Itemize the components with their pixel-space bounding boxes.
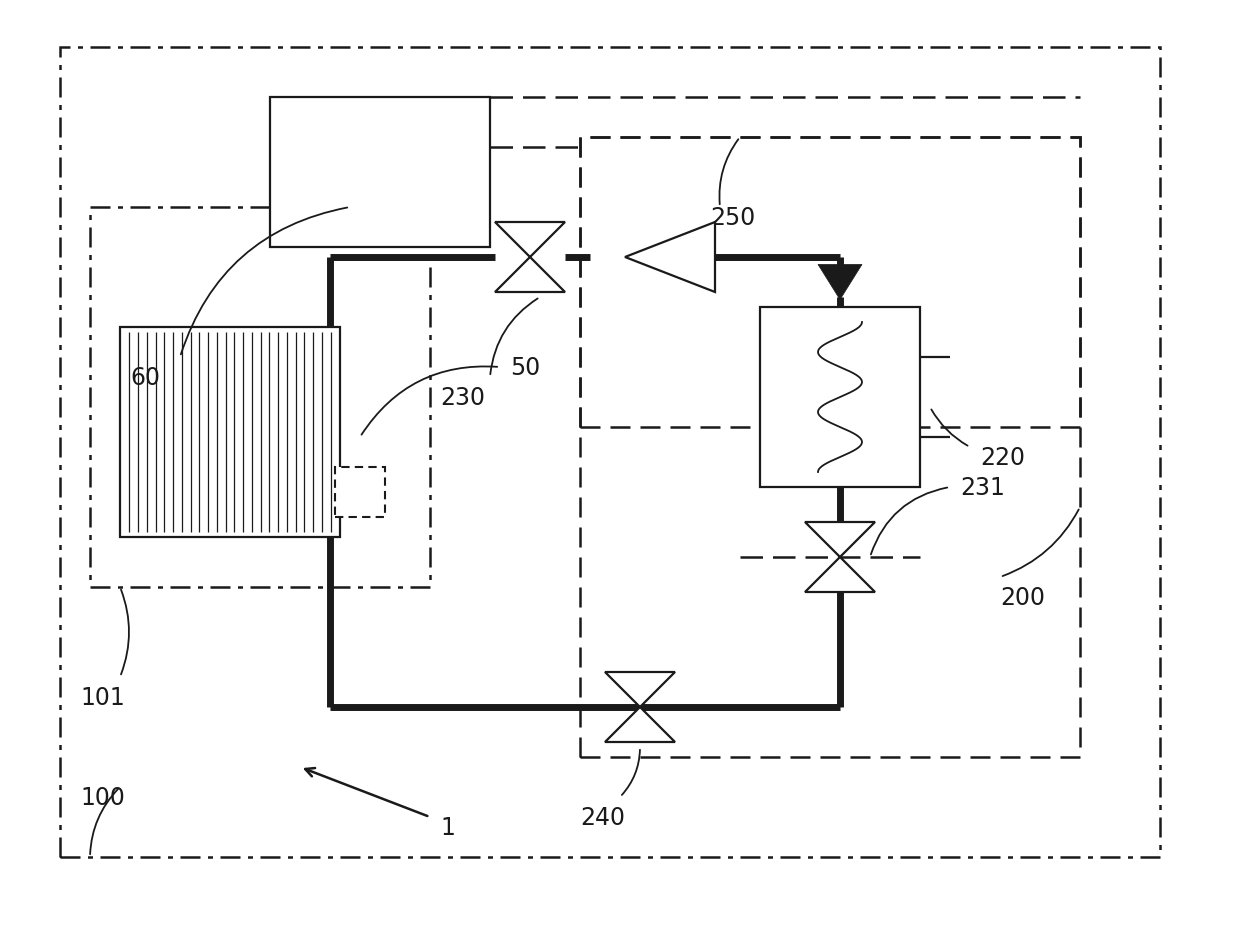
Text: 230: 230 [440,386,485,410]
Polygon shape [605,707,675,743]
Text: 50: 50 [510,356,541,379]
Bar [120,327,340,538]
Text: 1: 1 [440,815,455,839]
Polygon shape [495,258,565,293]
Polygon shape [805,557,875,592]
Bar [60,48,1159,857]
Text: 220: 220 [980,446,1025,469]
Text: 60: 60 [130,365,160,389]
Text: 231: 231 [960,476,1004,500]
Bar [91,208,430,588]
Polygon shape [805,523,875,557]
Bar [580,138,1080,757]
Text: 240: 240 [580,806,625,829]
Polygon shape [625,222,715,293]
Bar [335,467,384,517]
Polygon shape [605,672,675,707]
Polygon shape [818,265,862,300]
Text: 200: 200 [999,585,1045,609]
Bar [580,138,1080,427]
Text: 101: 101 [81,685,125,709]
Polygon shape [495,222,565,258]
Bar [270,98,490,248]
Bar [760,308,920,488]
Text: 250: 250 [711,206,755,230]
Text: 100: 100 [81,785,125,809]
